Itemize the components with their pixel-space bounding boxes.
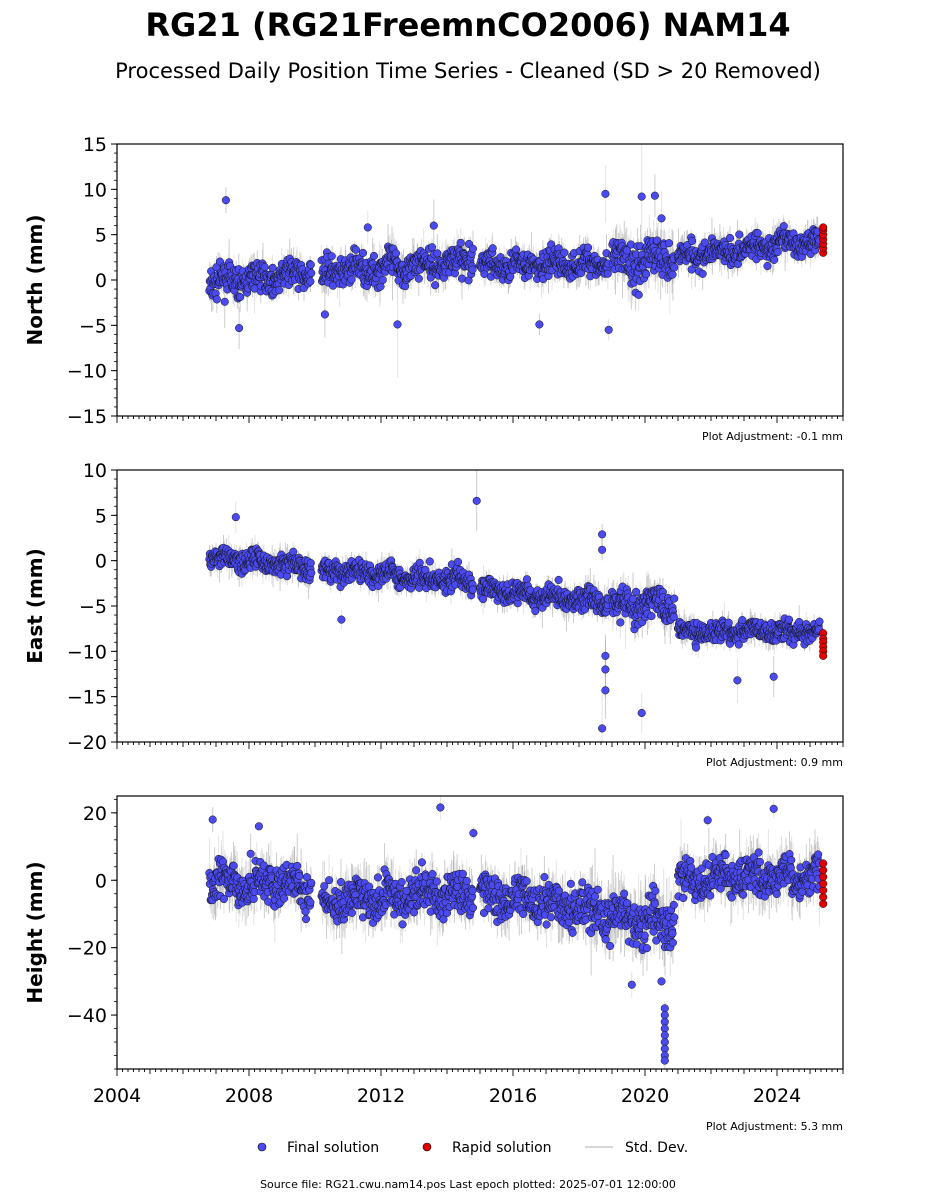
final-point bbox=[753, 229, 762, 238]
final-point bbox=[668, 270, 677, 279]
final-points-1 bbox=[205, 496, 824, 733]
final-point bbox=[307, 568, 316, 577]
final-point bbox=[429, 221, 438, 230]
final-points-0 bbox=[205, 189, 824, 334]
final-point bbox=[391, 249, 401, 258]
final-point bbox=[531, 606, 540, 616]
final-point bbox=[688, 236, 697, 246]
plot-area-0 bbox=[205, 144, 828, 378]
y-tick-label: 5 bbox=[95, 225, 107, 247]
final-point bbox=[327, 252, 336, 261]
final-point bbox=[468, 585, 478, 594]
final-point bbox=[425, 557, 434, 566]
final-point bbox=[603, 269, 612, 278]
final-point bbox=[664, 239, 674, 248]
final-point bbox=[642, 270, 651, 279]
y-tick-label: −15 bbox=[67, 406, 107, 428]
final-point bbox=[687, 265, 696, 274]
final-point bbox=[351, 245, 360, 254]
final-point bbox=[560, 248, 569, 257]
final-point bbox=[700, 238, 709, 247]
final-point bbox=[468, 244, 478, 253]
final-point bbox=[763, 261, 772, 271]
panel-0: −15 −10 −5 0 5 10 15 North (mm) Plot Adjustment:… bbox=[23, 134, 844, 443]
final-point bbox=[650, 191, 659, 200]
x-ticks-0 bbox=[116, 416, 844, 423]
y-axis-label: North (mm) bbox=[23, 214, 47, 345]
final-point bbox=[725, 233, 735, 243]
final-point bbox=[358, 248, 368, 257]
final-point bbox=[506, 272, 515, 281]
final-point bbox=[260, 263, 269, 272]
final-point bbox=[735, 230, 744, 239]
y-tick-label: 0 bbox=[95, 270, 107, 292]
y-tick-label: −5 bbox=[79, 315, 107, 337]
final-point bbox=[634, 290, 643, 299]
rapid-point bbox=[819, 223, 828, 232]
final-point bbox=[657, 214, 666, 223]
final-point bbox=[433, 249, 442, 258]
final-point bbox=[235, 324, 244, 333]
final-point bbox=[468, 265, 477, 274]
final-point bbox=[431, 281, 440, 290]
final-point bbox=[275, 286, 284, 295]
final-point bbox=[307, 269, 316, 278]
final-point bbox=[220, 297, 229, 306]
final-point bbox=[306, 260, 315, 269]
stddev-bars-1 bbox=[208, 470, 820, 742]
final-point bbox=[306, 558, 315, 568]
final-point bbox=[584, 243, 593, 252]
final-point bbox=[393, 320, 402, 329]
final-point bbox=[363, 223, 372, 232]
final-point bbox=[456, 238, 465, 247]
y-tick-label: 10 bbox=[83, 179, 107, 201]
final-point bbox=[268, 263, 277, 272]
final-point bbox=[347, 275, 356, 284]
final-point bbox=[306, 277, 315, 286]
final-point bbox=[414, 274, 423, 283]
final-point bbox=[221, 196, 230, 205]
figure-subtitle: Processed Daily Position Time Series - C… bbox=[115, 59, 821, 83]
figure-title: RG21 (RG21FreemnCO2006) NAM14 bbox=[145, 6, 790, 44]
final-point bbox=[427, 243, 437, 252]
final-point bbox=[378, 275, 387, 285]
y-tick-label: −10 bbox=[67, 361, 107, 383]
y-tick-label: 15 bbox=[83, 134, 107, 156]
final-point bbox=[670, 263, 679, 272]
final-point bbox=[622, 246, 631, 255]
final-point bbox=[369, 251, 379, 261]
final-point bbox=[453, 557, 463, 566]
final-point bbox=[212, 295, 221, 304]
y-ticks-0: −15 −10 −5 0 5 10 15 bbox=[67, 134, 117, 428]
final-point bbox=[698, 269, 707, 278]
final-point bbox=[770, 255, 779, 264]
final-point bbox=[488, 244, 497, 253]
final-point bbox=[535, 320, 544, 329]
final-point bbox=[236, 292, 245, 302]
final-point bbox=[601, 189, 610, 198]
final-point bbox=[779, 222, 788, 231]
final-point bbox=[320, 310, 329, 319]
plot-area-1 bbox=[205, 470, 828, 742]
final-point bbox=[604, 325, 613, 334]
rapid-points-0 bbox=[819, 223, 828, 257]
final-point bbox=[637, 192, 646, 201]
final-point bbox=[773, 248, 782, 257]
plot-adjustment-note: Plot Adjustment: -0.1 mm bbox=[702, 430, 843, 443]
panels: −15 −10 −5 0 5 10 15 North (mm) Plot Adjustment:… bbox=[23, 134, 844, 1133]
